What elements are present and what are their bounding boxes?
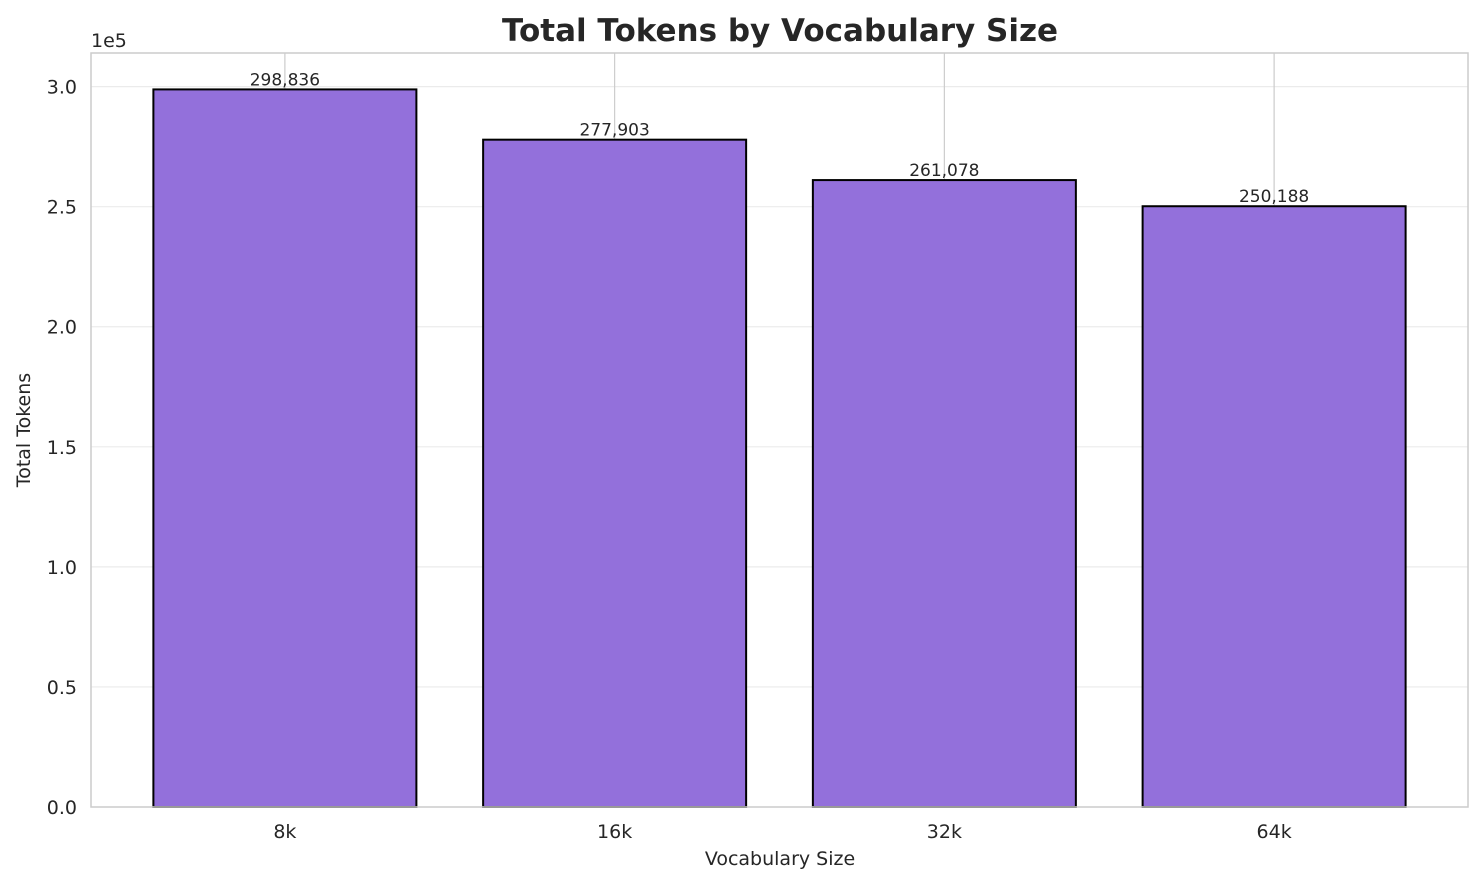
- x-tick-label: 64k: [1257, 821, 1292, 843]
- y-tick-label: 0.0: [47, 797, 77, 819]
- bar-32k: [811, 179, 1077, 809]
- x-axis-label: Vocabulary Size: [705, 848, 855, 870]
- y-tick-label: 3.0: [47, 77, 77, 99]
- y-tick-label: 2.0: [47, 317, 77, 339]
- y-tick-label: 1.0: [47, 557, 77, 579]
- bar-16k: [482, 138, 748, 809]
- y-tick-label: 2.5: [47, 197, 77, 219]
- bar-value-label: 250,188: [1239, 187, 1309, 207]
- y-offset-label: 1e5: [91, 30, 127, 52]
- chart-title: Total Tokens by Vocabulary Size: [502, 13, 1058, 49]
- x-tick-label: 32k: [927, 821, 962, 843]
- bar-value-label: 298,836: [250, 70, 320, 90]
- bar-64k: [1141, 205, 1407, 808]
- bar-8k: [152, 88, 418, 809]
- bar-value-label: 261,078: [909, 161, 979, 181]
- x-tick-label: 8k: [273, 821, 296, 843]
- bar-value-label: 277,903: [579, 121, 649, 141]
- x-tick-label: 16k: [597, 821, 632, 843]
- y-tick-label: 0.5: [47, 677, 77, 699]
- plot-frame: [90, 52, 1469, 808]
- y-axis-label: Total Tokens: [13, 373, 35, 488]
- y-tick-label: 1.5: [47, 437, 77, 459]
